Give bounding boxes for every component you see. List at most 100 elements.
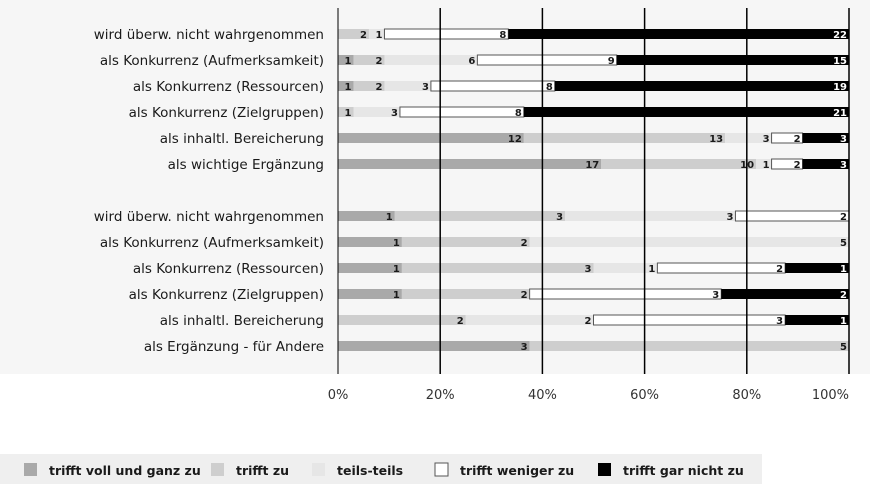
bar-segment xyxy=(430,80,556,92)
x-tick-label: 0% xyxy=(328,388,349,403)
data-label: 2 xyxy=(375,56,382,67)
bar-segment xyxy=(338,107,354,117)
category-label: wird überw. nicht wahrgenommen xyxy=(94,27,324,43)
bar-segment xyxy=(401,263,594,273)
data-label: 2 xyxy=(375,82,382,93)
bar-segment xyxy=(338,315,466,325)
category-label: als inhaltl. Bereicherung xyxy=(160,313,324,329)
data-label: 3 xyxy=(840,160,847,171)
data-label: 2 xyxy=(794,134,801,145)
bar-segment xyxy=(401,289,530,299)
bar-segment xyxy=(338,81,354,91)
data-label: 3 xyxy=(726,212,733,223)
bar-segment xyxy=(725,133,772,143)
data-label: 1 xyxy=(345,56,352,67)
data-label: 13 xyxy=(709,134,723,145)
data-label: 3 xyxy=(422,82,429,93)
data-label: 1 xyxy=(393,264,400,275)
data-label: 2 xyxy=(776,264,783,275)
data-label: 3 xyxy=(840,134,847,145)
data-label: 21 xyxy=(833,108,847,119)
legend-swatch xyxy=(211,463,224,476)
data-label: 3 xyxy=(763,134,770,145)
data-label: 2 xyxy=(457,316,464,327)
bar-segment xyxy=(565,211,736,221)
data-label: 2 xyxy=(521,238,528,249)
data-label: 1 xyxy=(386,212,393,223)
x-tick-label: 40% xyxy=(528,388,557,403)
data-label: 3 xyxy=(776,316,783,327)
bar-segment xyxy=(338,133,524,143)
data-label: 12 xyxy=(508,134,522,145)
data-label: 3 xyxy=(585,264,592,275)
bar-segment xyxy=(802,159,849,169)
data-label: 6 xyxy=(468,56,475,67)
data-label: 3 xyxy=(391,108,398,119)
data-label: 22 xyxy=(833,30,847,41)
x-tick-label: 60% xyxy=(630,388,659,403)
data-label: 5 xyxy=(840,342,847,353)
data-label: 5 xyxy=(840,238,847,249)
bar-segment xyxy=(368,29,385,39)
legend-swatch xyxy=(312,463,325,476)
bar-segment xyxy=(338,29,369,39)
bar-segment xyxy=(338,159,602,169)
bar-segment xyxy=(338,211,395,221)
data-label: 1 xyxy=(393,238,400,249)
data-label: 2 xyxy=(521,290,528,301)
bar-segment xyxy=(401,237,530,247)
legend-swatch xyxy=(434,462,449,477)
bar-segment xyxy=(384,55,478,65)
bar-segment xyxy=(785,315,850,325)
bar-segment xyxy=(353,81,385,91)
bar-segment xyxy=(399,106,525,118)
bar-segment xyxy=(338,263,402,273)
data-label: 8 xyxy=(546,82,553,93)
category-label: als Konkurrenz (Zielgruppen) xyxy=(129,287,324,303)
legend-swatch xyxy=(598,463,611,476)
data-label: 1 xyxy=(763,160,770,171)
bar-segment xyxy=(529,237,850,247)
bar-segment xyxy=(523,107,849,117)
bar-segment xyxy=(601,159,757,169)
bar-segment xyxy=(593,314,786,326)
data-label: 2 xyxy=(840,290,847,301)
bar-segment xyxy=(734,210,850,222)
bar-segment xyxy=(384,81,431,91)
bar-segment xyxy=(383,28,509,40)
data-label: 19 xyxy=(833,82,847,93)
data-label: 1 xyxy=(375,30,382,41)
category-label: als Konkurrenz (Zielgruppen) xyxy=(129,105,324,121)
data-label: 1 xyxy=(345,82,352,93)
bar-segment xyxy=(338,289,402,299)
legend-label: trifft gar nicht zu xyxy=(623,463,744,478)
legend-label: trifft weniger zu xyxy=(460,463,574,478)
data-label: 1 xyxy=(393,290,400,301)
category-label: als wichtige Ergänzung xyxy=(168,157,324,173)
category-label: als Ergänzung - für Andere xyxy=(144,339,324,355)
bar-segment xyxy=(616,55,849,65)
data-label: 1 xyxy=(840,316,847,327)
bar-segment xyxy=(529,341,850,351)
data-label: 9 xyxy=(608,56,615,67)
legend-swatch xyxy=(24,463,37,476)
bar-segment xyxy=(476,54,618,66)
data-label: 3 xyxy=(712,290,719,301)
x-tick-label: 20% xyxy=(426,388,455,403)
bar-segment xyxy=(756,159,772,169)
data-label: 8 xyxy=(499,30,506,41)
data-label: 15 xyxy=(833,56,847,67)
x-tick-label: 80% xyxy=(732,388,761,403)
data-label: 8 xyxy=(515,108,522,119)
legend-background xyxy=(0,454,762,484)
category-label: als Konkurrenz (Ressourcen) xyxy=(133,261,324,277)
legend-label: trifft zu xyxy=(236,463,289,478)
data-label: 2 xyxy=(360,30,367,41)
data-label: 2 xyxy=(794,160,801,171)
bar-segment xyxy=(554,81,849,91)
data-label: 2 xyxy=(840,212,847,223)
bar-segment xyxy=(338,341,530,351)
bar-segment xyxy=(353,107,400,117)
